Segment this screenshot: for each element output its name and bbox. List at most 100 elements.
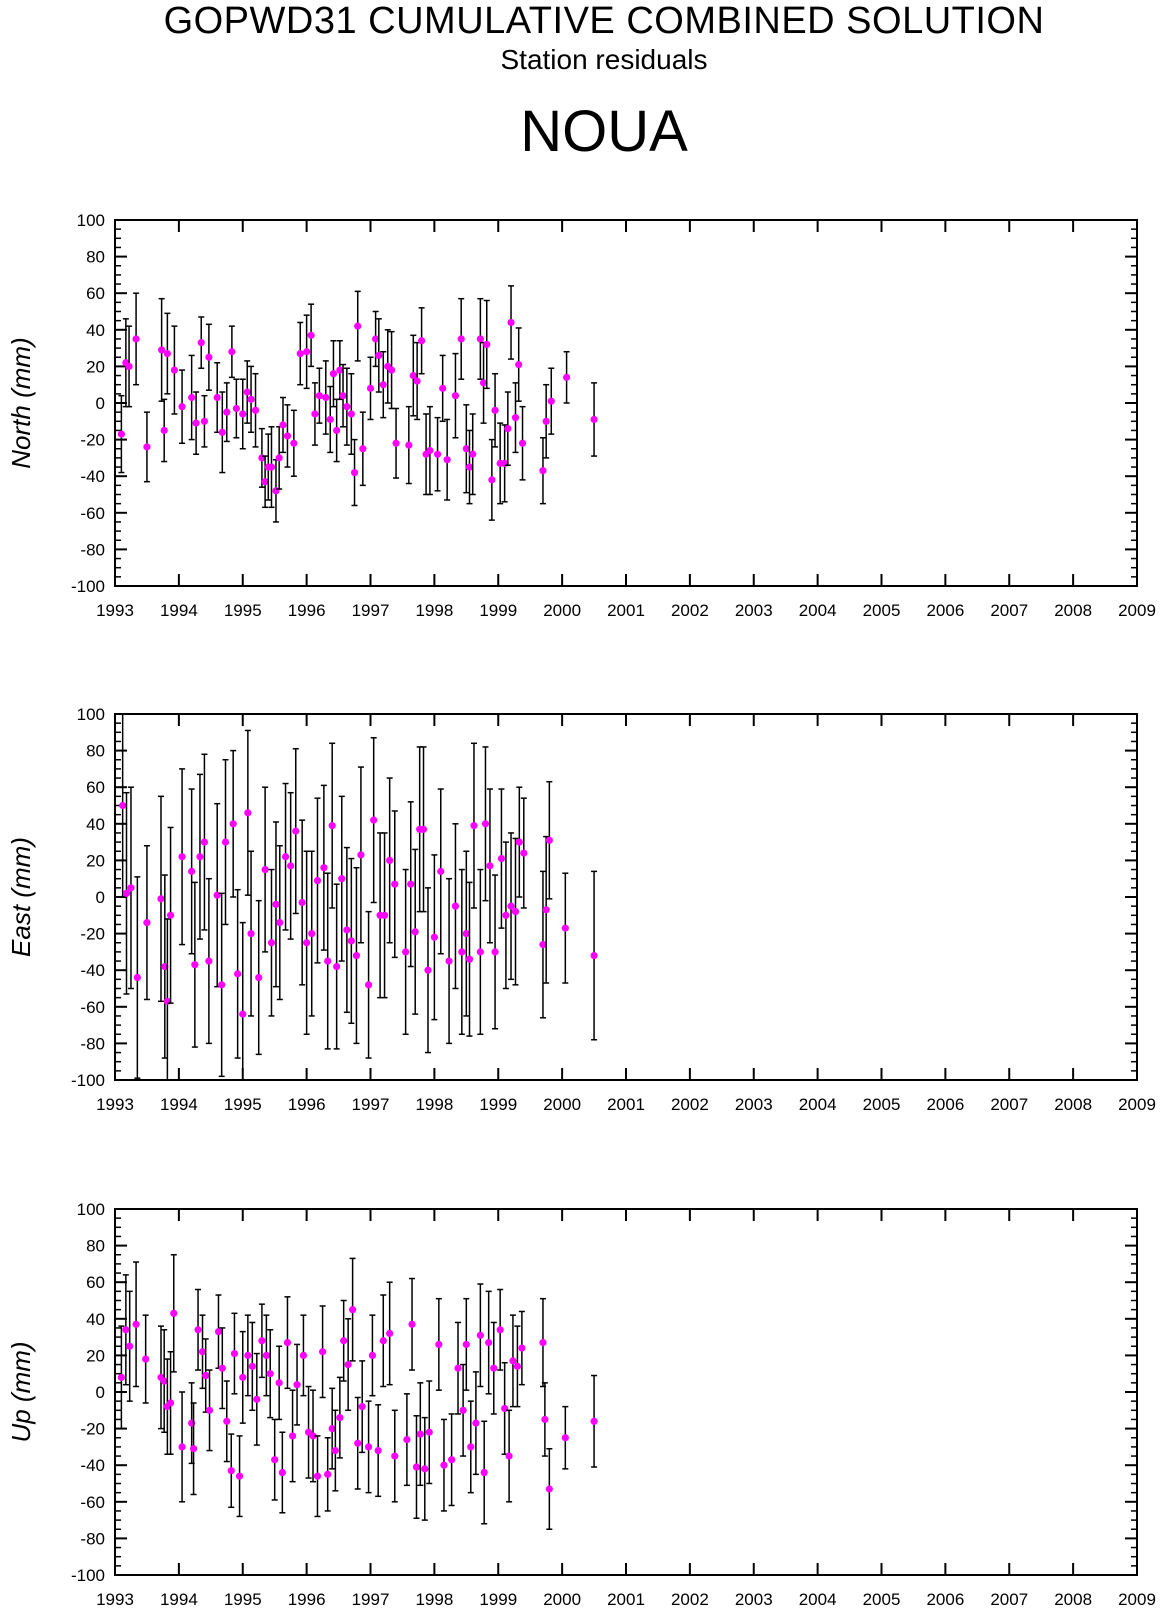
data-point bbox=[339, 392, 347, 400]
data-point bbox=[561, 1434, 569, 1442]
data-point bbox=[590, 1417, 598, 1425]
data-point bbox=[354, 1439, 362, 1447]
data-point bbox=[293, 1381, 301, 1389]
data-point bbox=[142, 1355, 150, 1363]
data-point bbox=[189, 1445, 198, 1453]
y-tick-label: -60 bbox=[80, 504, 105, 523]
data-point bbox=[188, 867, 196, 875]
y-tick-label: -60 bbox=[80, 998, 105, 1017]
x-tick-label: 2003 bbox=[735, 1095, 773, 1114]
data-point bbox=[261, 478, 269, 486]
data-point bbox=[480, 1468, 488, 1477]
data-point bbox=[590, 951, 598, 960]
data-point bbox=[228, 348, 236, 356]
y-axis-label: East (mm) bbox=[6, 837, 36, 957]
data-point bbox=[230, 1349, 239, 1358]
data-point bbox=[278, 1468, 286, 1477]
data-point bbox=[122, 1326, 130, 1334]
data-point bbox=[239, 410, 247, 418]
x-tick-label: 2009 bbox=[1118, 601, 1156, 620]
data-point bbox=[276, 919, 284, 927]
data-point bbox=[287, 862, 295, 870]
data-point bbox=[197, 339, 205, 347]
data-point bbox=[200, 417, 209, 425]
data-point bbox=[370, 816, 378, 824]
y-tick-label: -80 bbox=[80, 1034, 105, 1053]
data-point bbox=[331, 1446, 339, 1455]
y-tick-label: 20 bbox=[86, 357, 105, 376]
data-point bbox=[392, 439, 400, 447]
data-point bbox=[407, 880, 415, 888]
x-tick-label: 2005 bbox=[863, 1590, 901, 1609]
x-tick-label: 2000 bbox=[543, 601, 581, 620]
data-point bbox=[315, 392, 323, 400]
y-tick-label: 0 bbox=[96, 1383, 105, 1402]
data-point bbox=[545, 1485, 553, 1493]
data-point bbox=[443, 456, 451, 464]
y-tick-label: 100 bbox=[77, 211, 105, 230]
x-tick-label: 2004 bbox=[799, 1590, 837, 1609]
data-point bbox=[354, 322, 362, 330]
data-point bbox=[127, 884, 135, 892]
x-tick-label: 2004 bbox=[799, 1095, 837, 1114]
data-point bbox=[359, 445, 367, 453]
data-point bbox=[465, 463, 474, 471]
data-point bbox=[426, 446, 434, 455]
data-point bbox=[196, 853, 204, 861]
data-point bbox=[472, 1419, 480, 1427]
data-point bbox=[515, 360, 523, 369]
data-point bbox=[545, 836, 553, 844]
data-point bbox=[158, 346, 166, 354]
y-tick-label: -80 bbox=[80, 540, 105, 559]
data-point bbox=[467, 1443, 475, 1451]
station-name: NOUA bbox=[520, 99, 688, 164]
y-tick-label: -20 bbox=[80, 431, 105, 450]
data-point bbox=[481, 820, 490, 828]
x-tick-label: 2002 bbox=[671, 1095, 709, 1114]
data-point bbox=[425, 1428, 433, 1436]
data-point bbox=[590, 415, 598, 424]
data-point bbox=[462, 445, 470, 453]
data-point bbox=[205, 353, 213, 361]
data-point bbox=[364, 981, 373, 989]
y-tick-label: 20 bbox=[86, 851, 105, 870]
data-point bbox=[505, 1452, 513, 1460]
data-point bbox=[262, 1351, 270, 1359]
data-point bbox=[188, 393, 196, 402]
data-point bbox=[402, 948, 410, 956]
data-point bbox=[462, 1340, 470, 1349]
data-point bbox=[502, 911, 510, 919]
data-point bbox=[470, 822, 478, 830]
data-point bbox=[267, 463, 276, 471]
x-tick-label: 2009 bbox=[1118, 1095, 1156, 1114]
data-point bbox=[255, 973, 263, 982]
data-point bbox=[343, 926, 351, 934]
data-point bbox=[458, 948, 466, 956]
data-point bbox=[491, 948, 499, 956]
data-point bbox=[143, 443, 151, 451]
data-point bbox=[485, 1338, 493, 1347]
data-point bbox=[247, 395, 255, 403]
data-point bbox=[439, 384, 447, 392]
data-point bbox=[266, 1370, 274, 1378]
data-point bbox=[200, 838, 209, 846]
data-point bbox=[418, 337, 426, 345]
data-point bbox=[258, 1337, 266, 1345]
data-point bbox=[430, 933, 438, 941]
data-point bbox=[542, 906, 550, 914]
data-point bbox=[511, 414, 520, 422]
data-point bbox=[223, 1417, 231, 1425]
data-point bbox=[191, 961, 199, 969]
data-point bbox=[411, 928, 419, 936]
data-point bbox=[364, 1443, 373, 1451]
data-point bbox=[488, 476, 496, 484]
data-point bbox=[562, 373, 571, 381]
data-point bbox=[338, 875, 346, 883]
x-tick-label: 2004 bbox=[799, 601, 837, 620]
data-point bbox=[227, 1467, 235, 1475]
data-point bbox=[541, 1415, 549, 1424]
data-point bbox=[271, 1456, 279, 1464]
y-tick-label: -40 bbox=[80, 961, 105, 980]
data-point bbox=[457, 335, 465, 343]
data-point bbox=[318, 1348, 327, 1356]
